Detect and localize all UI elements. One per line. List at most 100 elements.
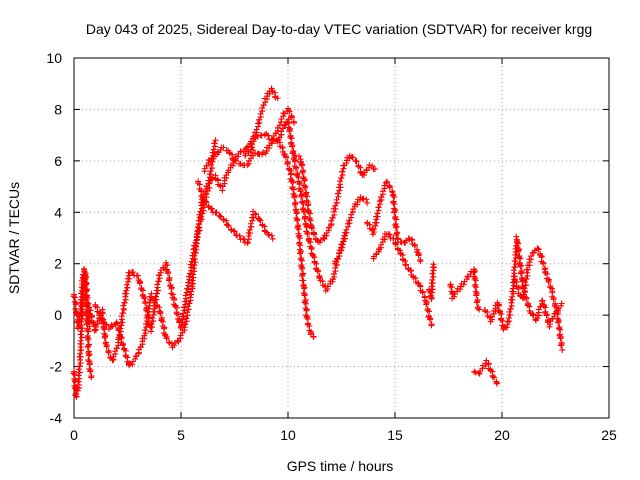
data-point [91, 327, 98, 334]
y-tick-label: 4 [54, 204, 62, 220]
data-point [77, 296, 84, 303]
data-point [76, 356, 83, 363]
data-point [230, 227, 237, 234]
data-point [284, 161, 291, 168]
data-point [98, 316, 105, 323]
y-tick-label: 0 [54, 307, 62, 323]
data-point [84, 336, 91, 343]
data-point [180, 304, 187, 311]
data-point [286, 128, 293, 135]
data-point [207, 168, 214, 175]
data-point [555, 319, 562, 326]
data-point [86, 365, 93, 372]
data-point [329, 214, 336, 221]
data-point [540, 260, 547, 267]
y-tick-label: 8 [54, 101, 62, 117]
data-point [113, 319, 120, 326]
data-point [423, 301, 430, 308]
data-point [467, 271, 474, 278]
data-point [429, 286, 436, 293]
data-point [145, 305, 152, 312]
data-point [429, 289, 436, 296]
data-point [187, 288, 194, 295]
data-point [343, 226, 350, 233]
data-point [386, 231, 393, 238]
data-point [70, 370, 77, 377]
data-point [513, 239, 520, 246]
data-point [157, 310, 164, 317]
data-point [182, 292, 189, 299]
data-point [186, 270, 193, 277]
data-point [223, 217, 230, 224]
data-point [534, 245, 541, 252]
data-point [73, 312, 80, 319]
data-point [431, 264, 438, 271]
data-point [78, 290, 85, 297]
data-point [447, 282, 454, 289]
data-point [258, 132, 265, 139]
data-point [454, 288, 461, 295]
data-point [103, 321, 110, 328]
data-point [396, 247, 403, 254]
data-point [429, 270, 436, 277]
data-point [509, 293, 516, 300]
data-point [77, 353, 84, 360]
data-point [86, 323, 93, 330]
data-point [260, 149, 267, 156]
data-point [297, 160, 304, 167]
x-tick-label: 5 [177, 427, 185, 443]
data-point [265, 132, 272, 139]
data-point [253, 126, 260, 133]
data-point [509, 285, 516, 292]
data-point [303, 314, 310, 321]
data-point [291, 194, 298, 201]
data-point [155, 278, 162, 285]
data-point [298, 263, 305, 270]
data-point [294, 217, 301, 224]
data-point [77, 360, 84, 367]
data-point [196, 211, 203, 218]
plot-frame [73, 57, 610, 419]
data-point [180, 310, 187, 317]
data-point [75, 378, 82, 385]
data-point [344, 220, 351, 227]
data-point [489, 373, 496, 380]
data-point [403, 261, 410, 268]
data-point [282, 154, 289, 161]
data-point [84, 294, 91, 301]
data-point [268, 232, 275, 239]
data-point [74, 325, 81, 332]
data-point [141, 295, 148, 302]
data-point [314, 268, 321, 275]
data-point [334, 190, 341, 197]
data-point [81, 267, 88, 274]
data-point [87, 368, 94, 375]
data-point [269, 235, 276, 242]
data-point [247, 220, 254, 227]
data-point [451, 293, 458, 300]
data-point [301, 299, 308, 306]
data-point [471, 283, 478, 289]
data-point [192, 243, 199, 250]
data-point [165, 277, 172, 284]
data-point [249, 141, 256, 148]
chart-title: Day 043 of 2025, Sidereal Day-to-day VTE… [86, 21, 592, 37]
data-point [83, 292, 90, 299]
data-point [85, 341, 92, 348]
data-point [296, 153, 303, 160]
data-point [103, 343, 110, 350]
data-point [515, 248, 522, 255]
data-point [310, 333, 317, 340]
data-point [165, 339, 172, 346]
data-point [330, 271, 337, 278]
data-point [392, 241, 399, 248]
x-tick-label: 25 [601, 427, 617, 443]
data-point [85, 357, 92, 364]
data-point [304, 231, 311, 238]
x-tick-label: 10 [280, 427, 296, 443]
data-point [521, 285, 528, 292]
data-point [293, 215, 300, 222]
data-point [77, 331, 84, 338]
data-point [212, 137, 219, 144]
data-point [430, 261, 437, 268]
